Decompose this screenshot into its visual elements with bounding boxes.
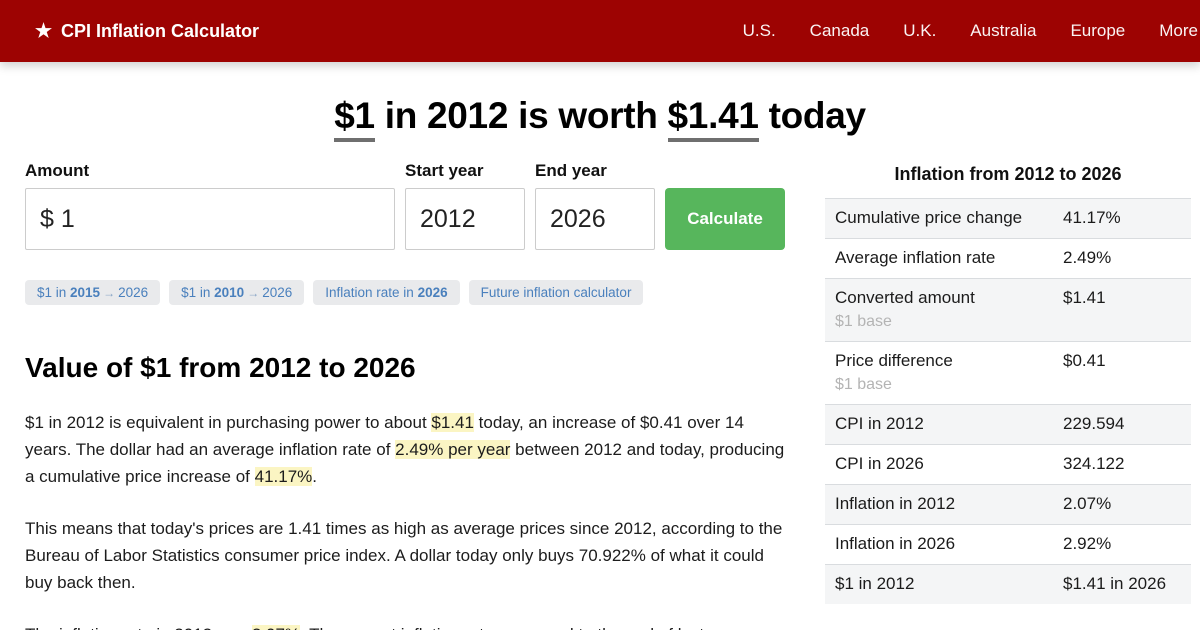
- chip-text: 2026: [262, 285, 293, 300]
- row-value: $0.41: [1063, 351, 1106, 370]
- calculate-button[interactable]: Calculate: [665, 188, 785, 250]
- text: . The current inflation rate compared to…: [300, 625, 742, 630]
- text: The inflation rate in 2012 was: [25, 625, 252, 630]
- section-heading: Value of $1 from 2012 to 2026: [25, 352, 416, 383]
- amount-input[interactable]: [25, 188, 395, 250]
- chip-2010-to-2026[interactable]: $1 in 2010 → 2026: [169, 280, 305, 305]
- chip-text: $1 in: [181, 285, 215, 300]
- table-row: Price difference $1 base $0.41: [825, 341, 1191, 404]
- table-row: Inflation in 2012 2.07%: [825, 484, 1191, 524]
- table-title: Inflation from 2012 to 2026: [894, 164, 1122, 184]
- table-rows: Cumulative price change 41.17% Average i…: [825, 198, 1191, 604]
- end-year-label: End year: [535, 161, 607, 180]
- chip-year: 2010: [214, 285, 245, 300]
- headline-suffix: today: [758, 95, 867, 136]
- row-value: 229.594: [1063, 414, 1125, 433]
- highlighted-value: 2.07%: [251, 625, 301, 630]
- row-value: 2.07%: [1063, 494, 1112, 513]
- start-year-label: Start year: [405, 161, 484, 180]
- content: Amount Start year End year Calculate $1 …: [0, 161, 1200, 630]
- headline-amount: $1: [334, 95, 375, 142]
- paragraph-1: $1 in 2012 is equivalent in purchasing p…: [25, 409, 785, 490]
- navbar-links: U.S. Canada U.K. Australia Europe More: [743, 21, 1200, 41]
- chip-year: 2015: [70, 285, 101, 300]
- row-label: Inflation in 2012: [835, 494, 956, 513]
- row-label: $1 in 2012: [835, 574, 915, 593]
- chip-text: Future inflation calculator: [480, 285, 632, 300]
- chip-2015-to-2026[interactable]: $1 in 2015 → 2026: [25, 280, 161, 305]
- row-label-text: Price difference: [835, 351, 953, 370]
- table-row: Inflation in 2026 2.92%: [825, 524, 1191, 564]
- brand-link[interactable]: ★ CPI Inflation Calculator: [35, 21, 259, 42]
- row-value: 324.122: [1063, 454, 1125, 473]
- start-year-input[interactable]: [405, 188, 525, 250]
- nav-item-us[interactable]: U.S.: [742, 21, 776, 40]
- amount-label: Amount: [25, 161, 90, 180]
- nav-item-australia[interactable]: Australia: [970, 21, 1037, 40]
- text: today, an increase of $0.41 over 14 year…: [25, 413, 744, 459]
- nav-item-europe[interactable]: Europe: [1070, 21, 1126, 40]
- amount-field-group: Amount: [25, 161, 395, 250]
- inflation-summary-table: Inflation from 2012 to 2026 Cumulative p…: [825, 161, 1191, 630]
- main-column: Amount Start year End year Calculate $1 …: [25, 161, 785, 630]
- star-icon: ★: [35, 20, 53, 42]
- table-row: Cumulative price change 41.17%: [825, 198, 1191, 238]
- quick-links: $1 in 2015 → 2026 $1 in 2010 → 2026 Inflatio…: [25, 280, 785, 305]
- text: .: [312, 467, 318, 486]
- end-year-input[interactable]: [535, 188, 655, 250]
- text: This means that today's prices are 1.41 …: [25, 519, 783, 592]
- row-label: Cumulative price change: [835, 208, 1023, 227]
- table-row: CPI in 2026 324.122: [825, 444, 1191, 484]
- nav-item-more[interactable]: More: [1159, 21, 1198, 40]
- text: between 2012 and today, producing a cumu…: [25, 440, 785, 486]
- right-arrow-icon: →: [247, 286, 260, 300]
- row-label: CPI in 2026: [835, 454, 924, 473]
- row-label-text: Converted amount: [835, 288, 975, 307]
- row-label: Average inflation rate: [835, 248, 996, 267]
- start-year-field-group: Start year: [405, 161, 525, 250]
- end-year-field-group: End year: [535, 161, 655, 250]
- row-label: Inflation in 2026: [835, 534, 956, 553]
- headline-mid: in 2012 is worth: [374, 95, 668, 136]
- row-subtext: $1 base: [835, 313, 892, 330]
- row-value: $1.41 in 2026: [1063, 574, 1167, 593]
- brand-title: CPI Inflation Calculator: [61, 20, 260, 41]
- highlighted-value: $1.41: [431, 413, 474, 432]
- right-arrow-icon: →: [103, 286, 116, 300]
- highlighted-value: 2.49% per year: [395, 440, 511, 459]
- table-row: Average inflation rate 2.49%: [825, 238, 1191, 278]
- chip-text: Inflation rate in: [325, 285, 418, 300]
- nav-item-uk[interactable]: U.K.: [903, 21, 937, 40]
- chip-inflation-rate-2026[interactable]: Inflation rate in 2026: [313, 280, 460, 305]
- row-label: CPI in 2012: [835, 414, 924, 433]
- text: $1 in 2012 is equivalent in purchasing p…: [25, 413, 432, 432]
- nav-item-canada[interactable]: Canada: [809, 21, 870, 40]
- row-value: 2.49%: [1063, 248, 1112, 267]
- row-value: 2.92%: [1063, 534, 1112, 553]
- row-label: Price difference $1 base: [835, 351, 1063, 394]
- page-title: $1 in 2012 is worth $1.41 today: [0, 95, 1200, 142]
- table-row: CPI in 2012 229.594: [825, 404, 1191, 444]
- chip-year: 2026: [417, 285, 448, 300]
- calculator-form: Amount Start year End year Calculate: [25, 161, 785, 250]
- row-label: Converted amount $1 base: [835, 288, 1063, 331]
- paragraph-3: The inflation rate in 2012 was 2.07%. Th…: [25, 621, 785, 630]
- chip-future-inflation-calculator[interactable]: Future inflation calculator: [468, 280, 644, 305]
- chip-text: $1 in: [37, 285, 71, 300]
- table-row: Converted amount $1 base $1.41: [825, 278, 1191, 341]
- table-row: $1 in 2012 $1.41 in 2026: [825, 564, 1191, 604]
- top-navbar: ★ CPI Inflation Calculator U.S. Canada U…: [0, 0, 1200, 62]
- chip-text: 2026: [118, 285, 149, 300]
- paragraph-2: This means that today's prices are 1.41 …: [25, 515, 785, 596]
- highlighted-value: 41.17%: [254, 467, 313, 486]
- row-value: 41.17%: [1063, 208, 1121, 227]
- headline-result: $1.41: [667, 95, 759, 142]
- row-value: $1.41: [1063, 288, 1106, 307]
- row-subtext: $1 base: [835, 376, 892, 393]
